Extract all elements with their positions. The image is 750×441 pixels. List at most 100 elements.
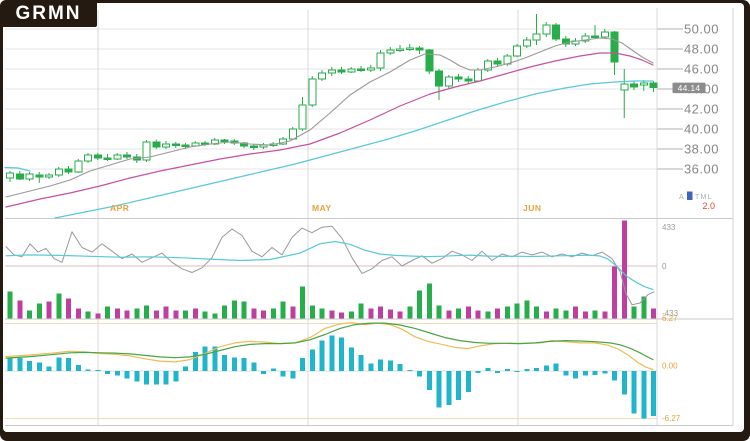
volume-bar [261, 310, 266, 319]
macd-histogram-bar [319, 340, 325, 371]
candlestick [376, 52, 385, 69]
price-axis-label: 42.00 [684, 102, 719, 117]
macd-histogram-bar [173, 371, 179, 382]
volume-bar [621, 220, 627, 319]
oscillator-axis-label: -433 [662, 309, 679, 318]
candlestick [610, 31, 619, 63]
candlestick [464, 78, 473, 82]
macd-histogram-bar [582, 371, 588, 376]
volume-bar [329, 310, 335, 319]
candlestick [25, 173, 34, 180]
candlestick [84, 154, 92, 162]
macd-histogram-bar [261, 371, 266, 375]
chart-background [3, 3, 744, 432]
candlestick [337, 69, 346, 73]
macd-signal-line [5, 322, 654, 371]
mid-ma-line [5, 52, 654, 208]
price-axis-label: 38.00 [684, 142, 719, 157]
macd-histogram-bar [631, 371, 637, 414]
macd-histogram-bar [241, 358, 247, 371]
slow-ma-line [54, 80, 654, 219]
volume-bar [319, 308, 325, 319]
candlestick [415, 47, 424, 51]
macd-histogram-bar [495, 371, 500, 373]
macd-histogram-bar [514, 371, 520, 372]
volume-bar [592, 310, 598, 319]
candlestick [542, 24, 551, 35]
macd-histogram-bar [534, 367, 539, 371]
macd-histogram-bar [602, 371, 608, 374]
volume-bar [95, 313, 101, 319]
macd-histogram-bar [17, 358, 23, 371]
candlestick [366, 67, 375, 71]
candlestick [552, 24, 560, 40]
macd-histogram-bar [339, 337, 344, 371]
macd-histogram-bar [621, 371, 627, 395]
volume-bar [602, 311, 608, 319]
macd-histogram-bar [36, 362, 42, 371]
macd-histogram-bar [7, 357, 13, 371]
macd-histogram-bar [222, 355, 227, 371]
macd-axis-label: 6.27 [662, 314, 678, 323]
volume-bar [475, 310, 481, 319]
volume-bar [202, 311, 208, 319]
volume-bar [192, 308, 198, 319]
slow-ma-stub [4, 166, 31, 172]
volume-bar [241, 301, 247, 319]
volume-bar [573, 306, 578, 319]
macd-histogram-bar [417, 371, 422, 377]
volume-bar [631, 306, 637, 319]
candlestick [425, 49, 434, 72]
macd-histogram-bar [183, 366, 188, 371]
macd-histogram-bar [553, 363, 559, 371]
candlestick [600, 31, 609, 38]
macd-histogram-bar [348, 347, 354, 371]
macd-histogram-bar [524, 369, 530, 371]
candlestick [454, 76, 463, 80]
macd-histogram-bar [641, 371, 647, 419]
volume-bar [358, 303, 364, 319]
volume-bar [114, 308, 120, 319]
watermark-suffix: TML [695, 194, 713, 201]
watermark-version: 2.0 [702, 201, 715, 211]
macd-histogram-bar [651, 371, 656, 416]
candlestick [649, 82, 658, 89]
volume-bar [446, 310, 452, 319]
macd-histogram-bar [426, 371, 432, 390]
macd-histogram-bar [543, 365, 549, 371]
volume-bar [426, 283, 432, 319]
volume-bar [46, 301, 52, 319]
volume-bar [543, 311, 549, 319]
macd-histogram-bar [329, 335, 335, 371]
volume-bar [66, 298, 71, 319]
volume-bar [27, 310, 32, 319]
candlestick [444, 76, 453, 87]
candlestick [64, 168, 73, 173]
candlestick [591, 35, 599, 38]
volume-bar [56, 293, 62, 319]
volume-bar [290, 306, 296, 319]
volume-bar [553, 308, 559, 319]
macd-histogram-bar [485, 367, 491, 371]
watermark-logo-icon [687, 191, 693, 200]
candlestick [142, 141, 151, 161]
volume-bar [641, 296, 647, 319]
candlestick [298, 104, 307, 130]
candlestick [35, 174, 44, 178]
candlestick [171, 143, 180, 146]
volume-bar [7, 291, 13, 319]
candlestick [405, 47, 414, 50]
watermark-prefix: A [679, 194, 684, 201]
volume-bar [183, 310, 188, 319]
macd-histogram-bar [407, 370, 413, 371]
volume-bar [339, 312, 344, 319]
candlestick [103, 157, 112, 160]
volume-bar [75, 308, 81, 319]
macd-axis-label: -6.27 [662, 414, 681, 423]
macd-histogram-bar [397, 364, 403, 371]
fast-ma-line [5, 37, 654, 198]
macd-histogram-bar [251, 362, 257, 371]
volume-bar [251, 308, 257, 319]
oscillator-fast-line [5, 225, 655, 306]
